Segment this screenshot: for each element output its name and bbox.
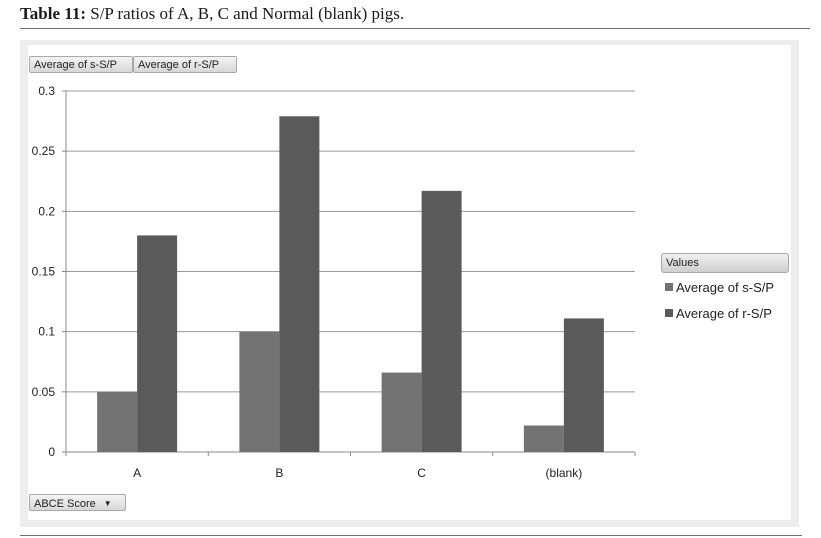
- chevron-down-icon: ▼: [103, 499, 112, 508]
- x-tick-label: A: [133, 466, 141, 480]
- y-tick-label: 0: [48, 445, 55, 459]
- x-tick-label: C: [417, 466, 426, 480]
- data-field-label: Average of s-S/P: [34, 59, 117, 71]
- caption-text: S/P ratios of A, B, C and Normal (blank)…: [90, 4, 405, 23]
- bottom-rule: [20, 535, 802, 536]
- caption-label: Table 11:: [20, 4, 86, 23]
- bar-s-sp-3: [523, 425, 564, 452]
- legend-title: Values: [666, 257, 699, 269]
- bar-r-sp-0: [137, 235, 178, 452]
- y-tick-label: 0.15: [32, 265, 56, 279]
- legend-title-button[interactable]: Values: [661, 253, 789, 273]
- y-tick-label: 0.3: [38, 84, 55, 98]
- chart-area: 0 0.05 0.1 0.15 0.2 0.25 0.3 A B C (blank) Average…: [28, 45, 791, 520]
- y-tick-label: 0.25: [32, 144, 56, 158]
- bar-s-sp-2: [381, 372, 422, 452]
- y-tick-label: 0.2: [38, 204, 55, 218]
- legend-label: Average of s-S/P: [676, 280, 775, 295]
- bar-s-sp-1: [239, 331, 280, 452]
- data-field-label: Average of r-S/P: [138, 59, 220, 71]
- pivot-chart-panel: 0 0.05 0.1 0.15 0.2 0.25 0.3 A B C (blank) Average…: [20, 40, 799, 527]
- bar-chart: 0 0.05 0.1 0.15 0.2 0.25 0.3 A B C (blank): [32, 84, 636, 480]
- legend-entry-s-sp: Average of s-S/P: [661, 279, 789, 305]
- x-tick-label: B: [275, 466, 283, 480]
- x-tick-label: (blank): [546, 466, 583, 480]
- row-field-dropdown[interactable]: ABCE Score ▼: [29, 494, 126, 511]
- data-field-button-s-sp[interactable]: Average of s-S/P: [29, 56, 133, 73]
- row-field-label: ABCE Score: [34, 498, 96, 510]
- bar-r-sp-1: [279, 116, 320, 453]
- y-tick-label: 0.05: [32, 385, 56, 399]
- bar-r-sp-3: [563, 318, 604, 452]
- legend-entry-r-sp: Average of r-S/P: [661, 305, 789, 331]
- legend: Values Average of s-S/P Average of r-S/P: [661, 253, 789, 331]
- legend-swatch: [665, 309, 673, 317]
- y-tick-label: 0.1: [38, 325, 55, 339]
- bar-r-sp-2: [421, 190, 462, 453]
- data-field-button-r-sp[interactable]: Average of r-S/P: [133, 56, 237, 73]
- bar-s-sp-0: [97, 391, 138, 452]
- table-caption: Table 11: S/P ratios of A, B, C and Norm…: [20, 4, 810, 29]
- legend-label: Average of r-S/P: [676, 306, 772, 321]
- legend-swatch: [665, 283, 673, 291]
